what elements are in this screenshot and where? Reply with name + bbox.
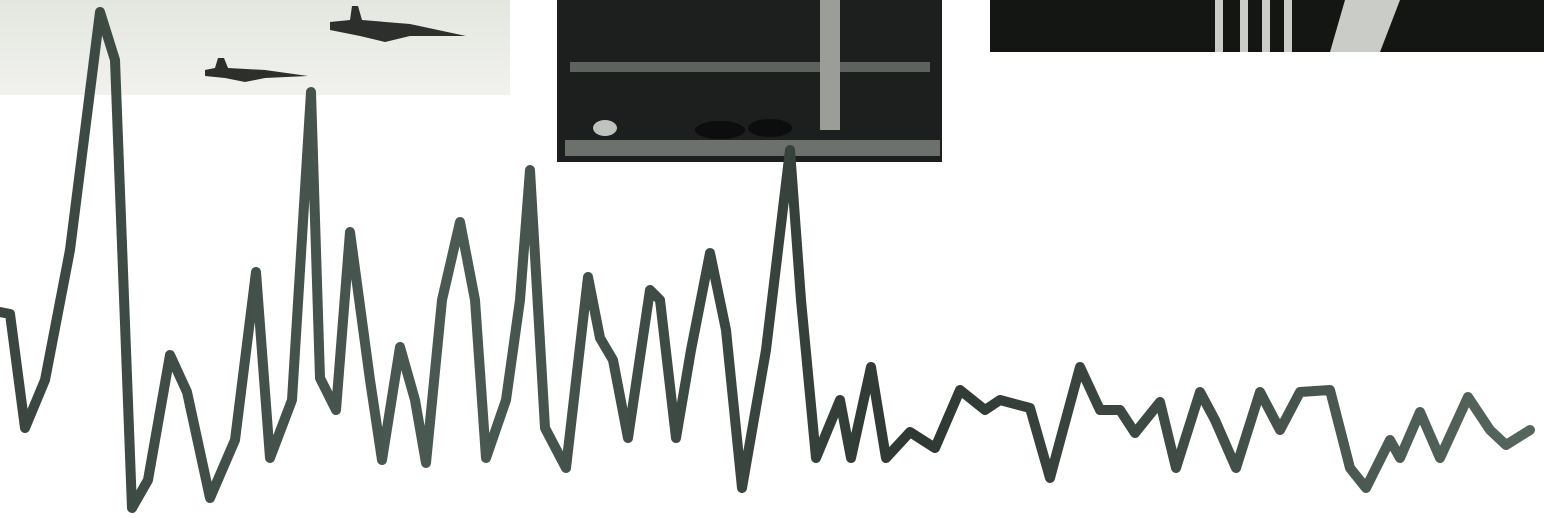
photo-planes bbox=[0, 0, 510, 95]
slat bbox=[1284, 0, 1292, 52]
figure bbox=[1330, 0, 1400, 52]
bench-rail bbox=[570, 62, 930, 72]
slat bbox=[1262, 0, 1270, 52]
shoe bbox=[695, 121, 745, 139]
trouser-leg bbox=[820, 0, 840, 130]
slat bbox=[1240, 0, 1248, 52]
slat bbox=[1215, 0, 1223, 52]
waveform bbox=[0, 7, 1535, 513]
plane-silhouettes bbox=[205, 6, 466, 82]
plane bbox=[205, 58, 308, 82]
plane bbox=[330, 6, 466, 42]
shoe bbox=[593, 120, 617, 136]
chair-slats bbox=[1215, 0, 1400, 52]
photo-interior bbox=[557, 0, 942, 162]
photo-details bbox=[565, 0, 940, 156]
shoe bbox=[748, 119, 792, 137]
floor bbox=[565, 140, 940, 156]
